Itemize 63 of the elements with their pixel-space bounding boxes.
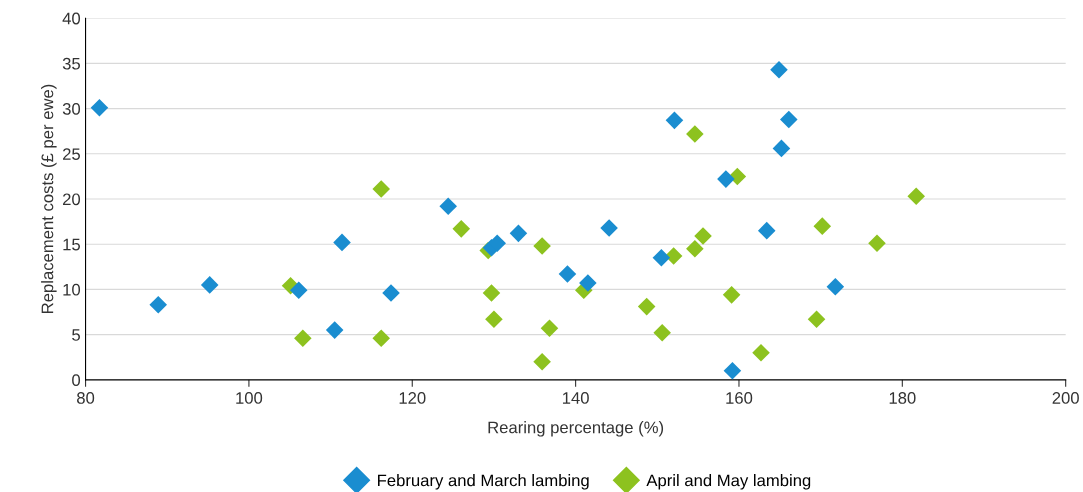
point (90, 98, 109, 117)
x-tick-label: 160 (726, 392, 753, 404)
point (439, 197, 457, 216)
legend-label: February and March lambing (378, 474, 589, 490)
point (289, 281, 308, 300)
point (452, 220, 471, 238)
point (540, 319, 559, 338)
point (868, 234, 886, 253)
y-tick-label: 20 (63, 193, 81, 206)
point (694, 227, 712, 245)
x-tick-label: 180 (889, 392, 916, 404)
y-tick-label: 35 (62, 57, 80, 70)
point (780, 110, 798, 129)
point (686, 239, 704, 258)
point (200, 276, 219, 294)
point (665, 111, 684, 130)
point (382, 284, 400, 302)
point (770, 60, 788, 79)
point (294, 329, 312, 348)
point (653, 324, 671, 342)
point (637, 297, 656, 316)
y-axis-title: Replacement costs (£ per ewe) (41, 84, 57, 313)
point (325, 321, 344, 339)
point (757, 221, 776, 240)
point (533, 237, 551, 255)
y-tick-label: 25 (63, 148, 80, 161)
point (482, 284, 501, 302)
x-tick-label: 120 (399, 392, 426, 404)
point (509, 224, 528, 243)
point (772, 139, 791, 158)
point (664, 247, 683, 265)
point (558, 265, 577, 283)
x-tick-label: 200 (1052, 392, 1079, 404)
y-tick-label: 5 (72, 329, 80, 341)
point (579, 274, 597, 292)
point (372, 329, 391, 348)
x-tick-label: 140 (562, 392, 589, 404)
point (728, 167, 747, 186)
point (485, 310, 503, 329)
y-tick-label: 0 (72, 374, 81, 387)
point (752, 343, 770, 362)
y-tick-label: 15 (63, 238, 80, 251)
point (722, 286, 741, 304)
point (826, 277, 845, 296)
point (333, 233, 351, 252)
x-tick-label: 80 (77, 392, 95, 404)
point (907, 187, 925, 206)
point (600, 219, 618, 237)
point (652, 248, 671, 267)
point (149, 296, 168, 314)
point (533, 352, 551, 371)
point (717, 170, 735, 188)
x-tick-label: 100 (236, 392, 263, 404)
legend-label: April and May lambing (646, 474, 811, 490)
x-axis-title: Rearing percentage (%) (488, 421, 664, 437)
y-tick-label: 10 (63, 283, 81, 296)
point (686, 125, 704, 143)
point (807, 310, 826, 329)
point (813, 217, 832, 235)
y-tick-label: 40 (62, 12, 81, 25)
point (723, 362, 742, 380)
point (372, 180, 391, 198)
y-tick-label: 30 (62, 103, 81, 115)
